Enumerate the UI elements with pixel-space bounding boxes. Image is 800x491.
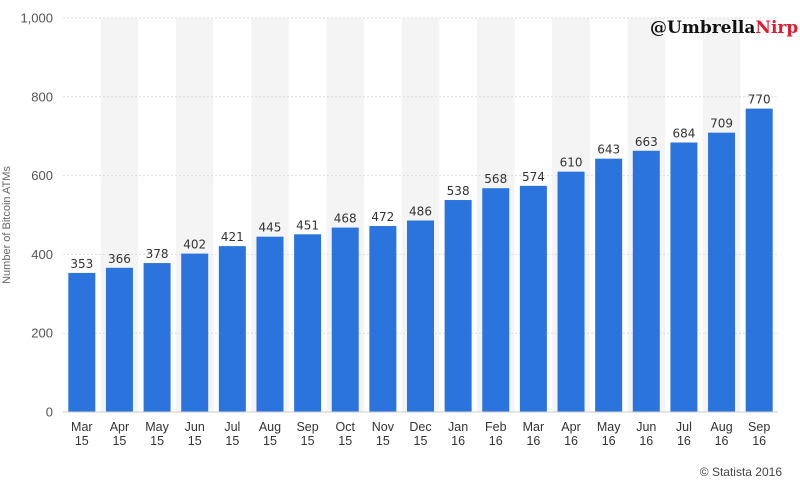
x-tick-label-month: Oct: [336, 420, 356, 434]
x-tick-label-month: Jun: [185, 420, 205, 434]
x-tick-label-year: 15: [188, 434, 202, 448]
x-tick-label-month: Sep: [296, 420, 318, 434]
data-label: 402: [183, 238, 206, 252]
data-label: 770: [748, 93, 771, 107]
bar: [557, 171, 585, 412]
y-tick-label: 400: [31, 247, 53, 262]
data-label: 468: [334, 212, 357, 226]
data-label: 643: [597, 143, 620, 157]
x-tick-label-month: Aug: [259, 420, 281, 434]
data-label: 451: [296, 218, 319, 232]
data-label: 574: [522, 170, 545, 184]
x-tick-label-month: Jul: [224, 420, 240, 434]
x-tick-label-month: Jan: [448, 420, 468, 434]
bar: [670, 142, 698, 412]
data-label: 709: [710, 117, 733, 131]
y-tick-label: 200: [31, 326, 53, 341]
bar: [482, 188, 510, 412]
data-label: 366: [108, 252, 131, 266]
x-tick-label-year: 15: [225, 434, 239, 448]
x-tick-label-year: 16: [489, 434, 503, 448]
x-tick-label-month: Apr: [110, 420, 129, 434]
bar: [143, 263, 171, 412]
bar: [331, 227, 359, 412]
data-label: 684: [672, 127, 695, 141]
x-tick-label-year: 16: [715, 434, 729, 448]
x-tick-label-month: Sep: [748, 420, 770, 434]
y-tick-label: 0: [46, 405, 53, 420]
data-label: 568: [484, 172, 507, 186]
x-tick-label-month: Aug: [710, 420, 732, 434]
x-tick-label-year: 16: [526, 434, 540, 448]
x-tick-label-year: 16: [451, 434, 465, 448]
bar: [68, 272, 96, 412]
x-tick-label-year: 16: [639, 434, 653, 448]
watermark-accent: Nirp: [755, 18, 799, 38]
y-tick-label: 800: [31, 89, 53, 104]
bar: [708, 132, 736, 413]
data-label: 353: [70, 257, 93, 271]
bar: [181, 253, 209, 412]
x-tick-label-year: 15: [338, 434, 352, 448]
x-tick-label-month: Dec: [409, 420, 431, 434]
bar: [407, 220, 434, 412]
x-tick-label-year: 15: [112, 434, 126, 448]
x-tick-label-year: 15: [414, 434, 428, 448]
x-tick-label-month: Mar: [71, 420, 93, 434]
x-tick-label-year: 16: [602, 434, 616, 448]
x-tick-label-year: 15: [376, 434, 390, 448]
data-label: 472: [371, 210, 394, 224]
data-label: 378: [146, 247, 169, 261]
y-tick-label: 600: [31, 168, 53, 183]
data-label: 610: [560, 156, 583, 170]
data-label: 663: [635, 135, 658, 149]
x-tick-label-year: 16: [564, 434, 578, 448]
bar: [444, 200, 472, 412]
watermark-prefix: @Umbrella: [650, 18, 756, 38]
bar: [632, 150, 660, 412]
data-label: 445: [259, 221, 282, 235]
x-tick-label-year: 15: [301, 434, 315, 448]
bar: [294, 234, 322, 412]
y-tick-label: 1,000: [20, 11, 53, 26]
x-tick-label-month: Jul: [676, 420, 692, 434]
data-label: 421: [221, 230, 244, 244]
bar: [256, 236, 284, 412]
x-tick-label-month: May: [145, 420, 169, 434]
bar: [519, 185, 547, 412]
data-label: 538: [447, 184, 470, 198]
x-tick-label-month: Feb: [485, 420, 507, 434]
x-tick-label-month: Apr: [561, 420, 580, 434]
x-tick-label-year: 15: [150, 434, 164, 448]
x-tick-label-year: 16: [752, 434, 766, 448]
bar: [218, 246, 246, 412]
x-tick-label-year: 16: [677, 434, 691, 448]
x-tick-label-year: 15: [75, 434, 89, 448]
bar: [369, 226, 397, 412]
x-tick-label-month: May: [597, 420, 621, 434]
x-tick-label-month: Jun: [636, 420, 656, 434]
watermark: @UmbrellaNirp: [650, 18, 798, 38]
bar: [745, 108, 773, 413]
y-axis-label: Number of Bitcoin ATMs: [1, 166, 13, 284]
bar: [595, 158, 623, 412]
x-tick-label-year: 15: [263, 434, 277, 448]
x-tick-label-month: Nov: [372, 420, 395, 434]
source-credit: © Statista 2016: [699, 465, 782, 479]
x-tick-label-month: Mar: [523, 420, 545, 434]
bar: [105, 267, 133, 412]
data-label: 486: [409, 205, 432, 219]
